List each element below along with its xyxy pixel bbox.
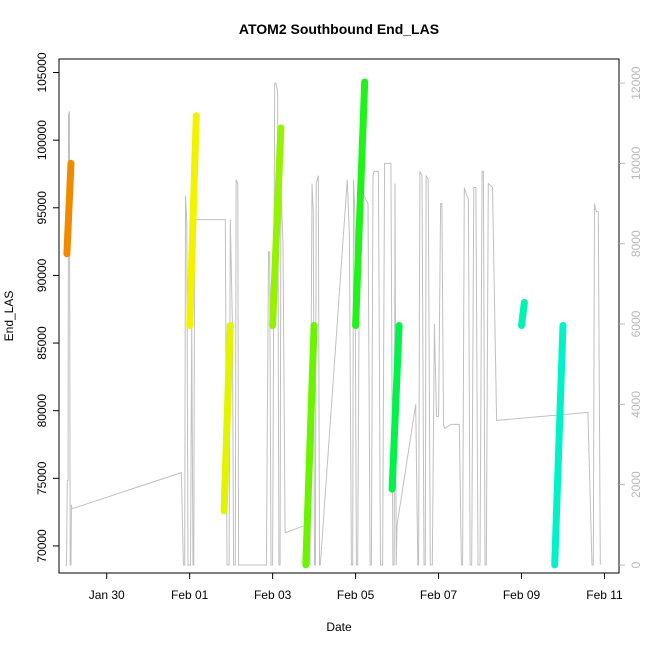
y-axis-right: 0 2000 4000 6000 8000 10000 12000 xyxy=(619,66,643,568)
y-tick-label: 105000 xyxy=(35,52,49,92)
y2-tick-label: 6000 xyxy=(629,310,643,337)
y-tick-label: 85000 xyxy=(35,326,49,360)
y2-tick-label: 0 xyxy=(629,561,643,568)
chart-title: ATOM2 Southbound End_LAS xyxy=(239,21,439,37)
y2-tick-label: 2000 xyxy=(629,471,643,498)
series-line-3 xyxy=(220,322,234,515)
y2-tick-label: 8000 xyxy=(629,230,643,257)
series-line-2 xyxy=(186,112,200,329)
x-axis-label: Date xyxy=(326,620,352,634)
colored-series-layer xyxy=(63,78,567,569)
y2-tick-label: 12000 xyxy=(629,66,643,100)
x-tick-label: Jan 30 xyxy=(89,588,125,602)
y-axis-left: 70000 75000 80000 85000 90000 95000 100000 1050… xyxy=(35,52,59,563)
y-tick-label: 75000 xyxy=(35,461,49,495)
y2-tick-label: 10000 xyxy=(629,146,643,180)
x-tick-label: Feb 09 xyxy=(503,588,541,602)
y-tick-label: 70000 xyxy=(35,529,49,563)
grey-series-layer xyxy=(65,82,601,566)
y2-tick-label: 4000 xyxy=(629,391,643,418)
series-line-1 xyxy=(63,159,75,258)
x-tick-label: Feb 07 xyxy=(420,588,458,602)
series-line-7 xyxy=(388,322,403,493)
y-axis-label: End_LAS xyxy=(2,291,16,342)
series-line-6 xyxy=(352,78,369,329)
x-axis: Jan 30 Feb 01 Feb 03 Feb 05 Feb 07 Feb 09 Feb … xyxy=(89,573,623,602)
y-tick-label: 90000 xyxy=(35,258,49,292)
grey-series-line xyxy=(65,82,601,566)
x-tick-label: Feb 03 xyxy=(254,588,292,602)
series-line-4 xyxy=(269,124,285,329)
x-tick-label: Feb 11 xyxy=(586,588,623,602)
plot-frame xyxy=(58,58,620,574)
x-tick-label: Feb 05 xyxy=(337,588,375,602)
y-tick-label: 100000 xyxy=(35,120,49,160)
x-tick-label: Feb 01 xyxy=(171,588,209,602)
y-tick-label: 95000 xyxy=(35,191,49,225)
y-tick-label: 80000 xyxy=(35,394,49,428)
series-line-5 xyxy=(302,322,318,569)
series-line-8 xyxy=(518,299,528,329)
series-line-9 xyxy=(551,322,567,569)
